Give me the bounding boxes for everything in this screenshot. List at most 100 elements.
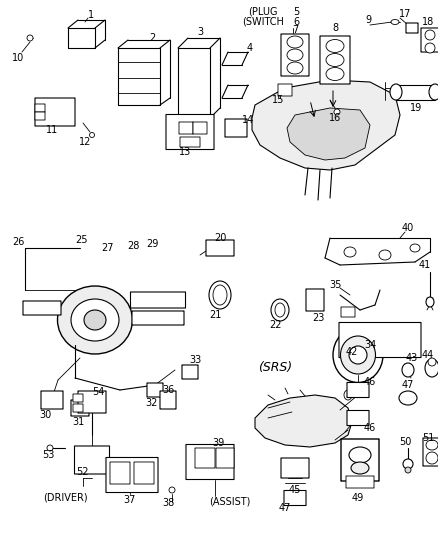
- FancyBboxPatch shape: [341, 307, 355, 317]
- Text: 13: 13: [179, 147, 191, 157]
- Text: 22: 22: [269, 320, 281, 330]
- Text: 35: 35: [329, 280, 341, 290]
- FancyBboxPatch shape: [147, 383, 163, 397]
- Text: 39: 39: [212, 438, 224, 448]
- Ellipse shape: [402, 363, 414, 377]
- Polygon shape: [252, 80, 400, 170]
- FancyBboxPatch shape: [278, 84, 292, 96]
- Text: 45: 45: [289, 485, 301, 495]
- Text: 32: 32: [146, 398, 158, 408]
- Text: 33: 33: [189, 355, 201, 365]
- FancyBboxPatch shape: [182, 365, 198, 379]
- FancyBboxPatch shape: [195, 448, 215, 468]
- Text: 50: 50: [399, 437, 411, 447]
- FancyBboxPatch shape: [35, 98, 75, 126]
- FancyBboxPatch shape: [421, 28, 438, 52]
- Ellipse shape: [84, 310, 106, 330]
- Ellipse shape: [169, 487, 175, 493]
- Ellipse shape: [287, 49, 303, 61]
- FancyBboxPatch shape: [179, 122, 193, 134]
- Text: 41: 41: [419, 260, 431, 270]
- FancyBboxPatch shape: [284, 490, 306, 505]
- Text: (DRIVER): (DRIVER): [42, 493, 87, 503]
- Ellipse shape: [399, 391, 417, 405]
- Text: 26: 26: [12, 237, 24, 247]
- FancyBboxPatch shape: [35, 112, 45, 120]
- Text: 44: 44: [422, 350, 434, 360]
- Ellipse shape: [47, 445, 53, 451]
- FancyBboxPatch shape: [180, 137, 200, 147]
- Text: 5: 5: [293, 7, 299, 17]
- Ellipse shape: [349, 447, 371, 463]
- Text: 47: 47: [279, 503, 291, 513]
- Ellipse shape: [89, 133, 95, 138]
- Ellipse shape: [57, 286, 133, 354]
- Ellipse shape: [333, 327, 383, 383]
- Text: 19: 19: [410, 103, 422, 113]
- Text: 31: 31: [72, 417, 84, 427]
- Text: 23: 23: [312, 313, 324, 323]
- Text: 51: 51: [422, 433, 434, 443]
- FancyBboxPatch shape: [281, 458, 309, 478]
- FancyBboxPatch shape: [110, 462, 130, 484]
- Ellipse shape: [326, 53, 344, 67]
- Polygon shape: [287, 108, 370, 160]
- Ellipse shape: [209, 281, 231, 309]
- FancyBboxPatch shape: [23, 301, 61, 315]
- Text: 40: 40: [402, 223, 414, 233]
- FancyBboxPatch shape: [346, 476, 374, 488]
- Text: 14: 14: [242, 115, 254, 125]
- Ellipse shape: [426, 440, 438, 450]
- FancyBboxPatch shape: [306, 289, 324, 311]
- Ellipse shape: [349, 346, 367, 364]
- Text: 53: 53: [42, 450, 54, 460]
- Ellipse shape: [426, 297, 434, 307]
- Ellipse shape: [344, 247, 356, 257]
- Text: 27: 27: [102, 243, 114, 253]
- FancyBboxPatch shape: [423, 438, 438, 466]
- Ellipse shape: [287, 62, 303, 74]
- Ellipse shape: [428, 358, 436, 366]
- FancyBboxPatch shape: [406, 23, 418, 33]
- FancyBboxPatch shape: [73, 404, 83, 412]
- Ellipse shape: [426, 452, 438, 464]
- Ellipse shape: [334, 109, 340, 115]
- Text: 16: 16: [329, 113, 341, 123]
- Text: 4: 4: [247, 43, 253, 53]
- FancyBboxPatch shape: [186, 445, 234, 480]
- Text: 30: 30: [39, 410, 51, 420]
- Text: 29: 29: [146, 239, 158, 249]
- FancyBboxPatch shape: [35, 104, 45, 112]
- Text: 46: 46: [364, 423, 376, 433]
- Text: 34: 34: [364, 340, 376, 350]
- Ellipse shape: [326, 39, 344, 52]
- Text: 2: 2: [149, 33, 155, 43]
- Text: 25: 25: [76, 235, 88, 245]
- FancyBboxPatch shape: [160, 391, 176, 409]
- Ellipse shape: [340, 336, 375, 374]
- Polygon shape: [255, 395, 352, 447]
- Ellipse shape: [391, 20, 399, 25]
- Ellipse shape: [405, 467, 411, 473]
- Text: 18: 18: [422, 17, 434, 27]
- Text: (ASSIST): (ASSIST): [209, 497, 251, 507]
- Ellipse shape: [213, 285, 227, 305]
- Ellipse shape: [326, 68, 344, 80]
- Text: 8: 8: [332, 23, 338, 33]
- Text: 49: 49: [352, 493, 364, 503]
- FancyBboxPatch shape: [132, 311, 184, 325]
- FancyBboxPatch shape: [131, 292, 186, 308]
- Text: 1: 1: [88, 10, 94, 20]
- Text: 52: 52: [76, 467, 88, 477]
- FancyBboxPatch shape: [41, 391, 63, 409]
- Text: 10: 10: [12, 53, 24, 63]
- Text: 3: 3: [197, 27, 203, 37]
- Text: 9: 9: [365, 15, 371, 25]
- FancyBboxPatch shape: [341, 439, 379, 481]
- FancyBboxPatch shape: [347, 410, 369, 425]
- FancyBboxPatch shape: [320, 36, 350, 84]
- Text: 21: 21: [209, 310, 221, 320]
- FancyBboxPatch shape: [347, 383, 369, 398]
- FancyBboxPatch shape: [78, 391, 106, 413]
- Ellipse shape: [287, 36, 303, 48]
